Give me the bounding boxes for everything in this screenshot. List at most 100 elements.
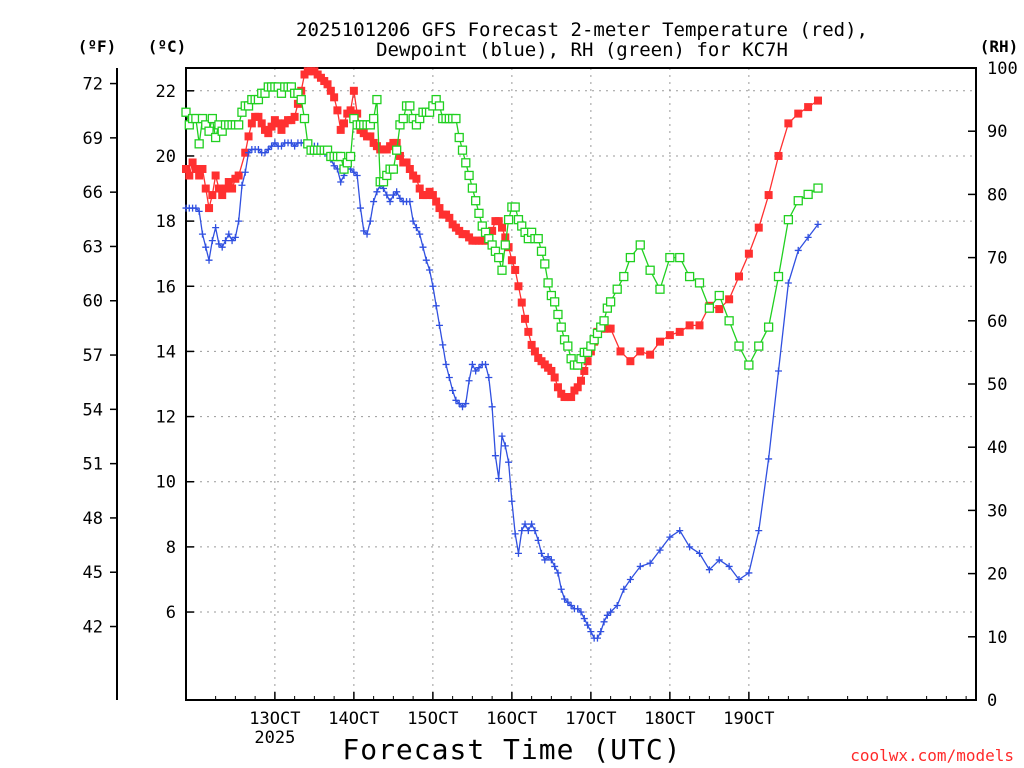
- celsius-tick-label: 22: [156, 82, 176, 102]
- rh-point: [724, 316, 734, 326]
- rh-tick-label: 80: [987, 185, 1007, 205]
- dewpoint-point: [356, 204, 364, 212]
- dewpoint-point: [409, 217, 417, 225]
- dewpoint-point: [195, 207, 203, 215]
- temperature-point: [228, 184, 237, 193]
- dewpoint-point: [475, 364, 483, 372]
- fahrenheit-tick-label: 48: [83, 509, 103, 529]
- temperature-point: [744, 249, 753, 258]
- dewpoint-point: [208, 237, 216, 245]
- temperature-point: [725, 295, 734, 304]
- temperature-point: [573, 383, 582, 392]
- fahrenheit-tick-label: 57: [83, 346, 103, 366]
- rh-point: [494, 252, 504, 263]
- dewpoint-point: [449, 387, 457, 395]
- dewpoint-point: [547, 556, 555, 564]
- dewpoint-point: [784, 279, 792, 287]
- temperature-point: [277, 125, 286, 134]
- temperature-point: [257, 119, 266, 128]
- rh-point: [474, 208, 484, 219]
- dewpoint-point: [574, 605, 582, 613]
- fahrenheit-tick-label: 42: [83, 618, 103, 638]
- temperature-point: [784, 119, 793, 128]
- dewpoint-point: [580, 615, 588, 623]
- temperature-point: [754, 223, 763, 232]
- rh-point: [619, 271, 629, 282]
- dewpoint-point: [459, 403, 466, 411]
- dewpoint-point: [524, 527, 532, 535]
- rh-point: [336, 151, 346, 162]
- dewpoint-point: [287, 139, 295, 147]
- rh-point: [497, 265, 507, 275]
- rh-point: [388, 164, 399, 174]
- dewpoint-point: [686, 543, 694, 551]
- temperature-point: [198, 164, 207, 173]
- dewpoint-point: [488, 403, 496, 411]
- fahrenheit-tick-label: 66: [83, 183, 103, 203]
- rh-axis-label: (RH): [980, 37, 1019, 56]
- dewpoint-point: [406, 198, 414, 206]
- dewpoint-point: [350, 168, 358, 176]
- x-axis-title: Forecast Time (UTC): [342, 733, 681, 766]
- rh-point: [372, 94, 382, 105]
- dewpoint-point: [584, 621, 592, 629]
- rh-point: [543, 278, 553, 288]
- dewpoint-point: [264, 145, 272, 153]
- dewpoint-point: [383, 191, 391, 199]
- dewpoint-point: [482, 360, 490, 368]
- temperature-point: [267, 122, 276, 131]
- temperature-point: [524, 327, 533, 336]
- temperature-point: [205, 204, 214, 213]
- rh-tick-label: 90: [987, 122, 1007, 142]
- fahrenheit-tick-label: 60: [83, 292, 103, 312]
- axis-ticks: 6 8 10 12 14 16 18 20 22 42 45 48 51 54 57 60 63 66 69 72 0 1…: [83, 59, 1018, 748]
- rh-point: [500, 240, 510, 250]
- rh-point: [503, 215, 514, 225]
- dewpoint-point: [277, 142, 285, 150]
- celsius-tick-label: 8: [166, 538, 176, 558]
- dewpoint-point: [215, 240, 223, 248]
- rh-tick-label: 70: [987, 249, 1007, 269]
- dewpoint-point: [765, 455, 773, 463]
- rh-tick-label: 40: [987, 438, 1007, 458]
- temperature-point: [428, 191, 437, 200]
- x-tick-label: 18OCT: [644, 709, 695, 729]
- rh-point: [207, 113, 217, 124]
- credit-link[interactable]: coolwx.com/models: [850, 746, 1014, 765]
- temperature-point: [366, 132, 375, 141]
- temperature-point: [330, 93, 339, 102]
- rh-point: [540, 259, 550, 269]
- temperature-point: [626, 357, 635, 366]
- dewpoint-point: [656, 546, 664, 554]
- dewpoint-point: [468, 360, 476, 368]
- dewpoint-point: [419, 243, 427, 251]
- rh-point: [457, 145, 468, 155]
- temperature-point: [435, 204, 444, 213]
- temperature-point: [636, 347, 645, 356]
- fahrenheit-tick-label: 45: [83, 563, 103, 583]
- temperature-point: [346, 106, 355, 115]
- dewpoint-point: [202, 243, 210, 251]
- rh-point: [181, 107, 191, 117]
- temperature-point: [247, 119, 256, 128]
- temperature-point: [814, 96, 822, 105]
- rh-tick-label: 10: [987, 628, 1007, 648]
- rh-tick-label: 30: [987, 501, 1007, 521]
- dewpoint-point: [337, 178, 345, 186]
- temperature-point: [547, 366, 556, 375]
- rh-point: [605, 297, 616, 307]
- celsius-tick-label: 14: [156, 342, 176, 362]
- temperature-point: [764, 191, 773, 200]
- temperature-point: [224, 178, 233, 187]
- rh-point: [645, 265, 655, 275]
- temperature-point: [323, 80, 332, 89]
- temperature-point: [521, 314, 530, 323]
- temperature-point: [656, 337, 664, 346]
- dewpoint-point: [261, 149, 269, 157]
- dewpoint-point: [636, 562, 644, 570]
- celsius-tick-label: 12: [156, 408, 176, 428]
- dewpoint-point: [373, 188, 381, 196]
- dewpoint-point: [396, 194, 404, 202]
- rh-point: [464, 170, 474, 181]
- temperature-point: [695, 321, 704, 330]
